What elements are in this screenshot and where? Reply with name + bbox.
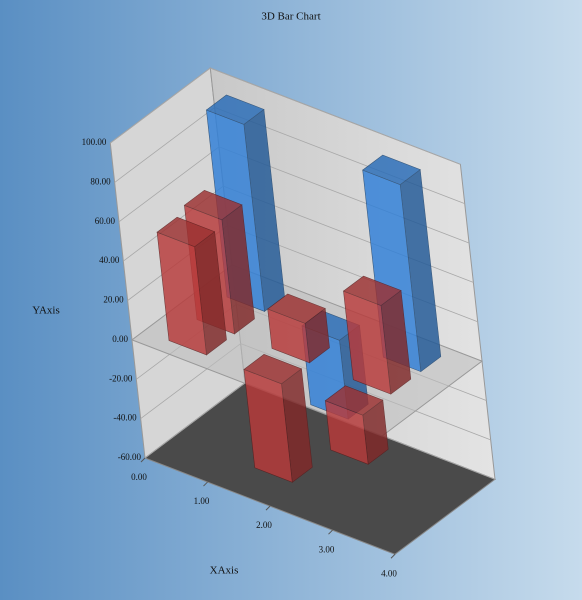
bar-top xyxy=(183,189,243,221)
y-tick-label: 60.00 xyxy=(95,216,116,226)
y-tick-label: -60.00 xyxy=(118,452,142,462)
bar xyxy=(362,154,442,373)
x-tick-label: 3.00 xyxy=(319,544,335,554)
bar-top xyxy=(243,354,303,385)
y-tick-label: -20.00 xyxy=(109,373,133,383)
x-tick xyxy=(390,553,396,559)
x-tick-label: 2.00 xyxy=(256,520,272,530)
grid-line xyxy=(110,67,461,165)
y-axis-label: YAxis xyxy=(32,305,60,317)
y-tick-label: -40.00 xyxy=(113,413,137,423)
x-tick-label: 0.00 xyxy=(131,472,147,482)
x-tick xyxy=(203,481,208,487)
x-tick-label: 4.00 xyxy=(381,568,397,578)
bar-top xyxy=(156,216,216,248)
chart-title: 3D Bar Chart xyxy=(261,11,320,23)
y-tick-label: 100.00 xyxy=(82,137,107,147)
y-tick-label: 80.00 xyxy=(90,176,111,186)
bar xyxy=(156,216,227,356)
x-tick xyxy=(328,529,333,535)
x-tick xyxy=(140,457,146,463)
bar-top xyxy=(267,293,326,324)
x-axis-label: XAxis xyxy=(210,565,239,577)
bar xyxy=(267,293,330,364)
bar-top xyxy=(362,154,421,185)
x-tick-label: 1.00 xyxy=(194,496,210,506)
bar-top xyxy=(324,385,384,416)
y-tick-label: 40.00 xyxy=(99,255,120,265)
bar xyxy=(243,354,313,483)
y-tick-label: 20.00 xyxy=(103,295,124,305)
bar xyxy=(324,385,389,465)
y-tick-label: 0.00 xyxy=(112,334,128,344)
bar xyxy=(342,275,412,395)
bar-top xyxy=(205,94,265,125)
bar-top xyxy=(342,275,402,306)
x-tick xyxy=(265,505,271,511)
